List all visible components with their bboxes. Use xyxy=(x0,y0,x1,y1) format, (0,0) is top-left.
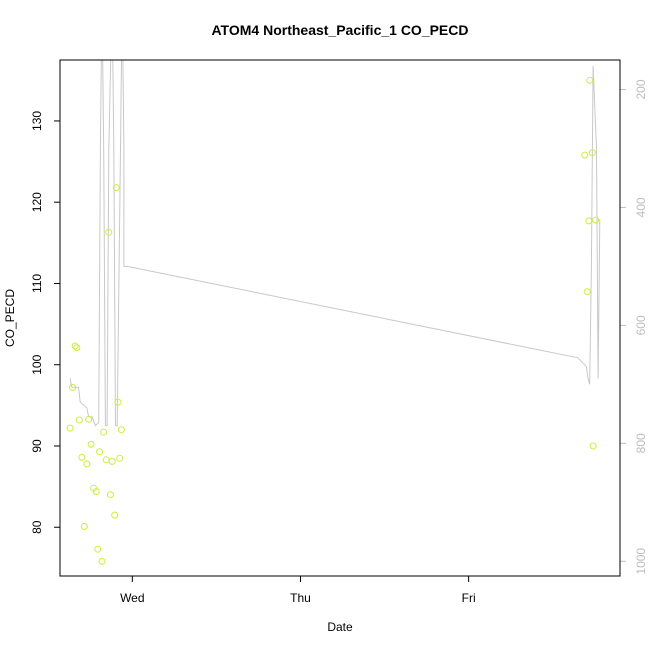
data-point xyxy=(100,428,108,436)
chart-title: ATOM4 Northeast_Pacific_1 CO_PECD xyxy=(211,22,468,38)
right-tick-label: 400 xyxy=(634,197,648,217)
data-point xyxy=(588,149,596,157)
data-point xyxy=(75,416,83,424)
right-tick-label: 1000 xyxy=(634,548,648,575)
data-point xyxy=(102,456,110,464)
data-point xyxy=(71,342,79,350)
y-tick-label: 120 xyxy=(30,192,44,212)
data-point xyxy=(98,557,106,565)
data-point xyxy=(114,398,122,406)
data-point xyxy=(108,457,116,465)
data-point xyxy=(107,491,114,499)
data-point xyxy=(92,488,100,495)
data-point xyxy=(583,288,591,296)
y-tick-label: 110 xyxy=(30,274,44,293)
x-tick-label: Fri xyxy=(462,591,476,605)
plot-frame xyxy=(59,59,621,577)
data-point xyxy=(73,344,81,352)
axes-layer: 80 90 100 110 120 130 Wed Thu Fri 200 400 600 800 100… xyxy=(30,79,648,605)
data-point xyxy=(78,453,86,461)
data-point xyxy=(94,545,102,553)
data-points-layer xyxy=(66,76,600,565)
y-tick-label: 100 xyxy=(30,354,44,374)
data-point xyxy=(116,454,124,462)
y-tick-label: 80 xyxy=(30,520,44,534)
x-axis-label: Date xyxy=(327,620,353,634)
right-tick-label: 600 xyxy=(634,315,648,335)
data-point xyxy=(111,511,119,519)
data-point xyxy=(83,460,91,468)
data-point xyxy=(87,440,95,448)
data-point xyxy=(589,442,597,450)
data-point xyxy=(96,448,103,456)
data-point xyxy=(586,76,594,84)
data-point xyxy=(105,228,113,236)
data-point xyxy=(581,151,589,159)
pressure-line xyxy=(69,60,601,427)
y-axis-label: CO_PECD xyxy=(3,289,17,347)
data-point xyxy=(117,426,125,434)
data-point xyxy=(69,384,77,391)
data-point xyxy=(85,415,93,423)
data-point xyxy=(585,217,593,225)
x-tick-label: Wed xyxy=(120,591,144,605)
data-point xyxy=(592,216,600,224)
y-tick-label: 90 xyxy=(30,439,44,453)
data-point xyxy=(66,424,74,432)
pressure-line-layer xyxy=(69,60,601,427)
y-tick-label: 130 xyxy=(30,111,44,131)
right-tick-label: 800 xyxy=(634,433,648,453)
right-tick-label: 200 xyxy=(634,79,648,99)
data-point xyxy=(112,184,120,192)
x-tick-label: Thu xyxy=(290,591,311,605)
data-point xyxy=(80,522,88,530)
